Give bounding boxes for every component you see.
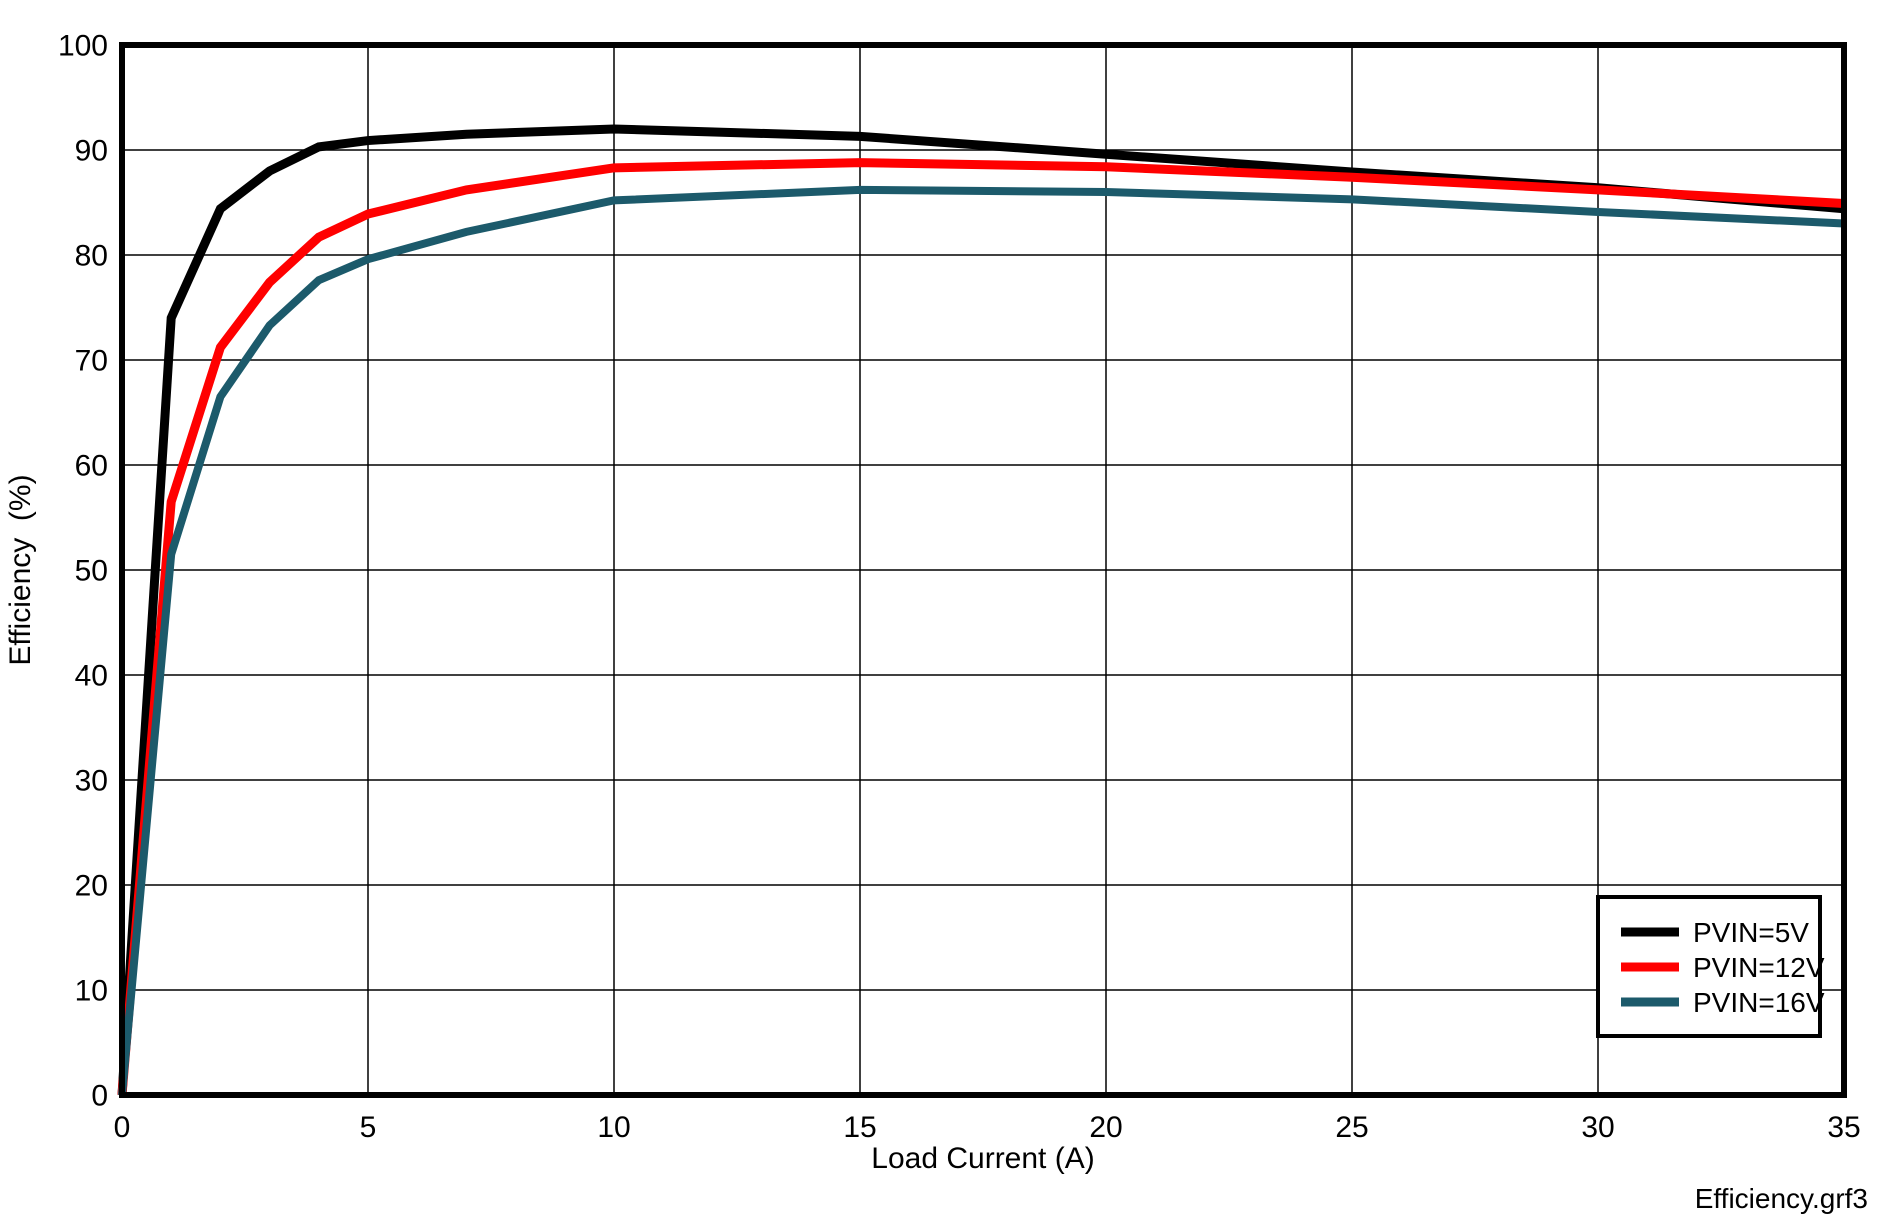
legend: PVIN=5V PVIN=12V PVIN=16V <box>1596 895 1825 1038</box>
y-tick-label-60: 60 <box>75 450 108 483</box>
plot-border <box>119 42 1847 1098</box>
x-tick-label-0: 0 <box>114 1111 131 1144</box>
plot-frame <box>119 42 1847 1098</box>
y-tick-label-70: 70 <box>75 345 108 378</box>
y-tick-label-50: 50 <box>75 555 108 588</box>
x-tick-label-5: 5 <box>360 1111 377 1144</box>
legend-label-pvin-12v: PVIN=12V <box>1693 952 1825 983</box>
legend-item-pvin-16v: PVIN=16V <box>1621 987 1825 1018</box>
x-tick-label-15: 15 <box>843 1111 876 1144</box>
x-axis-title: Load Current (A) <box>871 1142 1094 1175</box>
series-lines <box>117 124 1845 1096</box>
legend-label-pvin-16v: PVIN=16V <box>1693 987 1825 1018</box>
y-tick-label-30: 30 <box>75 765 108 798</box>
y-tick-label-10: 10 <box>75 975 108 1008</box>
y-tick-label-20: 20 <box>75 870 108 903</box>
y-axis-title: Efficiency (%) <box>4 474 37 665</box>
footnote: Efficiency.grf3 <box>1695 1183 1868 1214</box>
y-tick-label-90: 90 <box>75 135 108 168</box>
gridlines <box>122 45 1844 1095</box>
y-tick-label-0: 0 <box>91 1080 108 1113</box>
legend-item-pvin-5v: PVIN=5V <box>1621 917 1809 948</box>
y-tick-label-40: 40 <box>75 660 108 693</box>
x-tick-label-20: 20 <box>1089 1111 1122 1144</box>
x-tick-label-30: 30 <box>1581 1111 1614 1144</box>
series-line-pvin-5v <box>117 124 1845 1096</box>
series-line-pvin-16v <box>118 185 1845 1096</box>
y-tick-label-80: 80 <box>75 240 108 273</box>
x-tick-label-25: 25 <box>1335 1111 1368 1144</box>
x-tick-label-35: 35 <box>1827 1111 1860 1144</box>
legend-label-pvin-5v: PVIN=5V <box>1693 917 1809 948</box>
y-tick-labels: 0 10 20 30 40 50 60 70 80 90 100 <box>58 30 108 1113</box>
series-line-pvin-12v <box>117 158 1845 1096</box>
x-tick-labels: 0 5 10 15 20 25 30 35 <box>114 1111 1861 1144</box>
legend-item-pvin-12v: PVIN=12V <box>1621 952 1825 983</box>
x-tick-label-10: 10 <box>597 1111 630 1144</box>
y-tick-label-100: 100 <box>58 30 108 63</box>
